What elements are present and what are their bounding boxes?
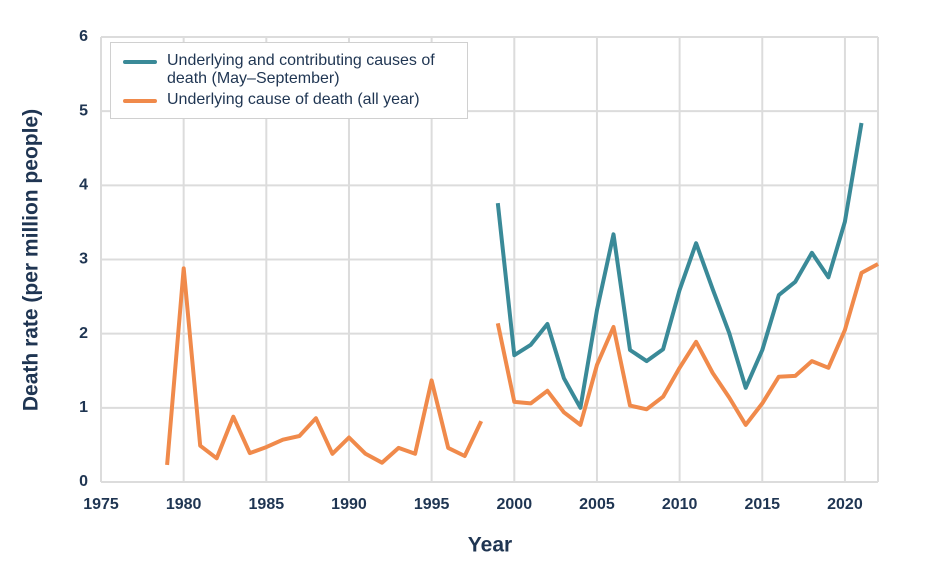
y-tick-label: 3 [79, 251, 88, 268]
x-tick-label: 1985 [249, 496, 285, 513]
x-tick-label: 2000 [497, 496, 533, 513]
x-tick-label: 1975 [83, 496, 119, 513]
y-tick-label: 0 [79, 473, 88, 490]
x-tick-label: 1990 [331, 496, 367, 513]
legend-label: Underlying cause of death (all year) [167, 91, 420, 108]
legend-swatch [123, 60, 157, 64]
legend-swatch [123, 99, 157, 103]
legend: Underlying and contributing causes of de… [110, 42, 468, 119]
y-axis-title: Death rate (per million people) [20, 109, 43, 411]
legend-label: Underlying and contributing causes of de… [167, 52, 435, 87]
x-tick-label: 1995 [414, 496, 450, 513]
x-axis-title: Year [468, 534, 512, 557]
x-tick-label: 1980 [166, 496, 202, 513]
x-tick-label: 2005 [579, 496, 615, 513]
y-tick-label: 5 [79, 102, 88, 119]
legend-item: Underlying and contributing causes of de… [119, 52, 459, 88]
series-line [495, 122, 864, 410]
x-tick-label: 2020 [827, 496, 863, 513]
x-tick-label: 2010 [662, 496, 698, 513]
y-tick-label: 6 [79, 28, 88, 45]
y-tick-label: 1 [79, 399, 88, 416]
legend-item: Underlying cause of death (all year) [119, 91, 459, 109]
series-line [165, 262, 879, 466]
y-tick-label: 4 [79, 177, 88, 194]
y-tick-label: 2 [79, 325, 88, 342]
x-tick-label: 2015 [744, 496, 780, 513]
